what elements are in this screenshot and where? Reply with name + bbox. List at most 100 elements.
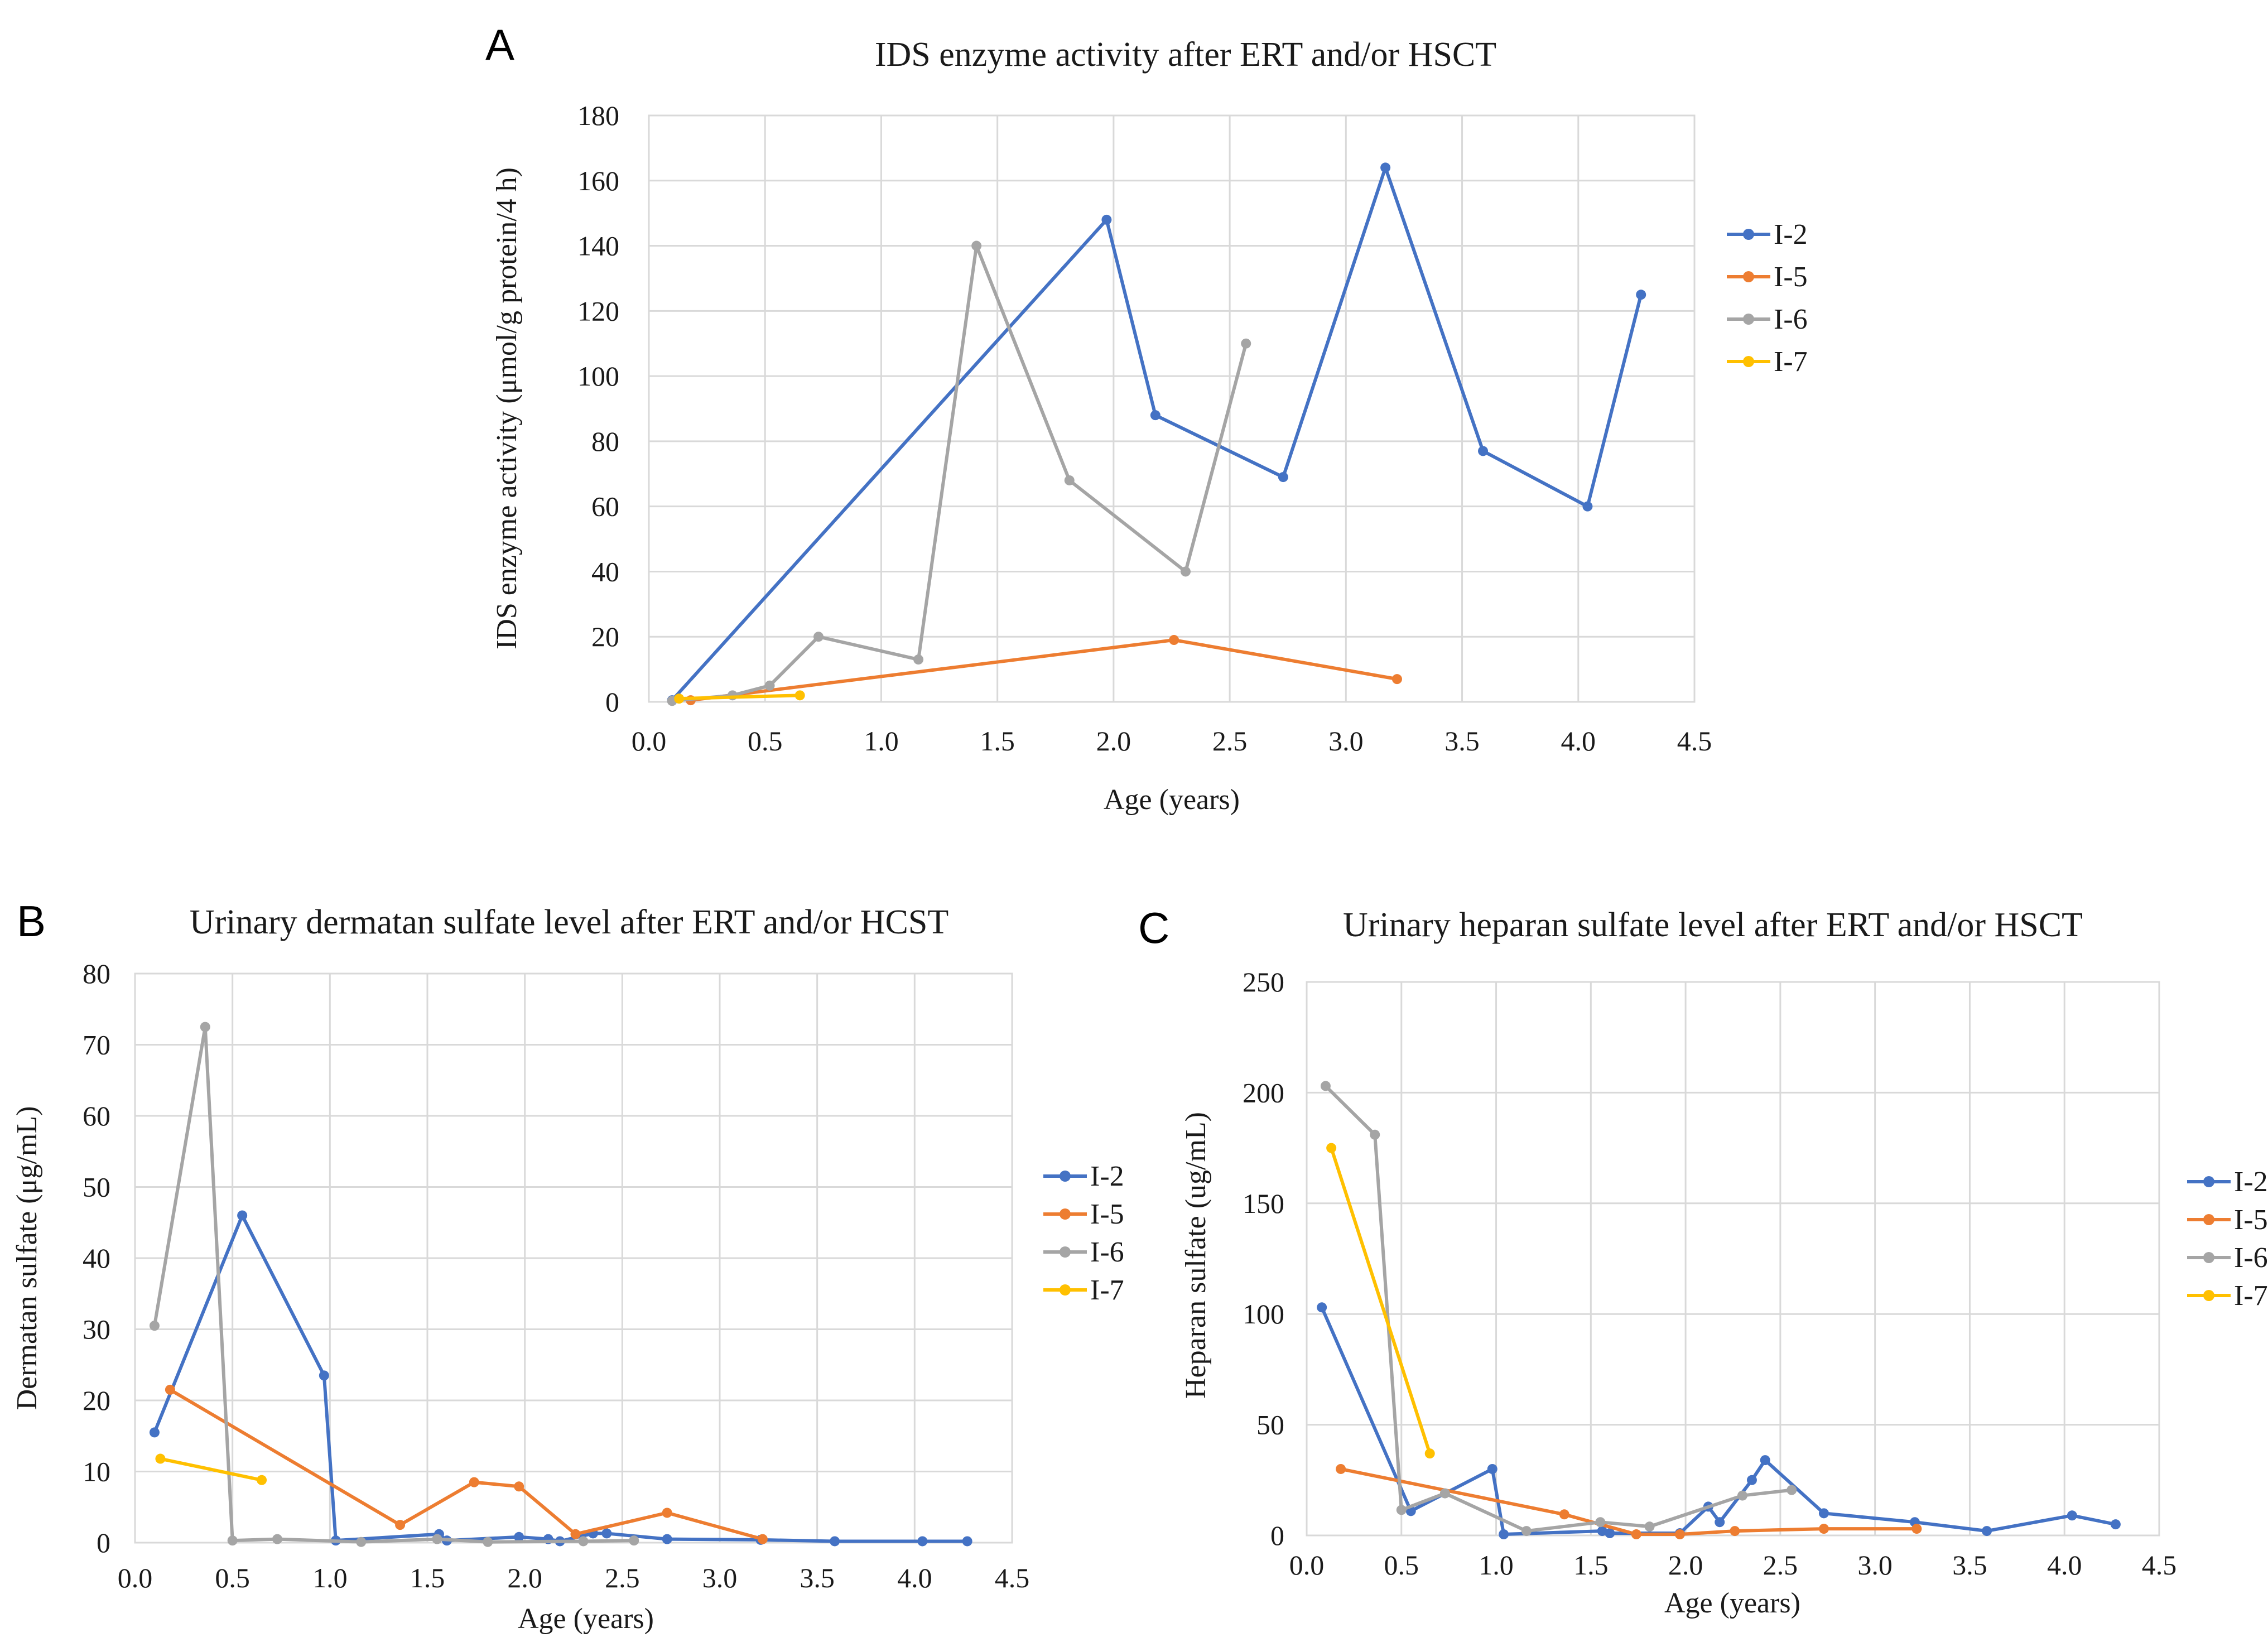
data-point: [1439, 1488, 1450, 1499]
series-i-6: [1320, 1081, 1797, 1537]
series-line: [1330, 1147, 1432, 1455]
data-point: [319, 1370, 329, 1381]
data-point: [830, 1536, 840, 1547]
series-i-6: [149, 1022, 639, 1547]
x-tick-label: 0.0: [1289, 1549, 1325, 1581]
legend-label: I-2: [2234, 1166, 2268, 1198]
x-tick-label: 2.0: [1096, 725, 1131, 757]
data-point: [257, 1475, 267, 1485]
data-point: [1064, 475, 1075, 485]
x-tick-label: 0.5: [748, 725, 783, 757]
y-tick-label: 40: [83, 1243, 110, 1274]
data-point: [237, 1210, 248, 1221]
legend-entry: I-7: [1727, 346, 1808, 378]
data-point: [1595, 1517, 1606, 1528]
series-line: [672, 244, 1248, 703]
data-point: [1746, 1475, 1757, 1485]
legend-swatch-marker: [2203, 1252, 2214, 1263]
x-tick-label: 1.0: [1479, 1549, 1514, 1581]
legend-entry: I-6: [1727, 304, 1808, 335]
x-axis-title: Age (years): [518, 1603, 654, 1635]
x-tick-label: 1.0: [312, 1562, 348, 1593]
data-point: [764, 680, 775, 691]
y-tick-label: 160: [577, 165, 619, 196]
legend-swatch-marker: [1060, 1246, 1071, 1258]
legend-entry: I-5: [2187, 1204, 2268, 1236]
data-point: [1370, 1129, 1380, 1140]
y-tick-label: 40: [591, 556, 619, 587]
data-point: [971, 240, 982, 251]
data-point: [149, 1321, 160, 1331]
data-point: [155, 1453, 166, 1464]
x-axis-title: Age (years): [1104, 784, 1240, 816]
legend-swatch-marker: [1060, 1284, 1071, 1296]
data-point: [1521, 1526, 1532, 1537]
y-tick-label: 150: [1243, 1188, 1284, 1219]
series-line: [152, 1025, 634, 1544]
data-point: [1631, 1529, 1641, 1540]
y-axis-title: Heparan sulfate (ug/mL): [1180, 1112, 1212, 1399]
x-tick-label: 0.5: [1384, 1549, 1419, 1581]
data-point: [1487, 1463, 1497, 1474]
series-line: [153, 1213, 967, 1543]
y-tick-label: 70: [83, 1029, 110, 1061]
data-point: [1597, 1526, 1607, 1537]
data-point: [1150, 410, 1161, 421]
data-point: [2067, 1510, 2077, 1521]
x-axis-title: Age (years): [1664, 1587, 1800, 1619]
data-point: [913, 654, 924, 665]
legend-label: I-5: [1090, 1198, 1124, 1230]
data-point: [1911, 1524, 1922, 1534]
data-point: [514, 1481, 524, 1492]
data-point: [674, 694, 685, 704]
x-tick-label: 2.0: [507, 1562, 542, 1593]
y-axis-title: IDS enzyme activity (μmol/g protein/4 h): [491, 167, 523, 649]
data-point: [1499, 1529, 1509, 1540]
y-tick-label: 120: [577, 295, 619, 326]
legend-label: I-7: [1774, 346, 1808, 378]
chart-title: IDS enzyme activity after ERT and/or HSC…: [875, 36, 1496, 74]
data-point: [662, 1508, 672, 1518]
data-point: [200, 1022, 210, 1032]
data-point: [570, 1529, 581, 1539]
legend-swatch-marker: [1743, 229, 1754, 240]
data-point: [601, 1528, 612, 1539]
legend-label: I-2: [1090, 1160, 1124, 1192]
data-point: [272, 1534, 283, 1544]
legend-swatch-marker: [2203, 1290, 2214, 1301]
data-point: [227, 1535, 238, 1546]
data-point: [578, 1536, 589, 1547]
series-line: [160, 1457, 262, 1482]
y-tick-label: 80: [83, 958, 110, 989]
data-point: [1760, 1455, 1770, 1466]
data-point: [1582, 501, 1593, 512]
y-tick-label: 50: [1256, 1409, 1284, 1441]
data-point: [1424, 1448, 1435, 1459]
series-i-2: [667, 162, 1646, 706]
data-point: [149, 1427, 160, 1438]
legend-swatch-marker: [2203, 1214, 2214, 1225]
legend-entry: I-2: [1727, 219, 1808, 251]
legend-swatch-marker: [1060, 1171, 1071, 1182]
panel-letter: C: [1138, 903, 1169, 952]
y-tick-label: 20: [83, 1385, 110, 1416]
y-tick-label: 80: [591, 426, 619, 457]
legend-label: I-5: [2234, 1204, 2268, 1236]
data-point: [1737, 1490, 1747, 1501]
legend-label: I-7: [2234, 1280, 2268, 1312]
panel-letter: A: [485, 20, 514, 69]
data-point: [1636, 290, 1646, 300]
series-i-2: [149, 1210, 972, 1547]
data-point: [469, 1477, 479, 1487]
data-point: [1336, 1463, 1346, 1474]
legend-swatch-marker: [1743, 356, 1754, 367]
x-tick-label: 1.5: [980, 725, 1015, 757]
data-point: [1982, 1526, 1992, 1537]
chart-title: Urinary heparan sulfate level after ERT …: [1343, 906, 2083, 944]
x-tick-label: 4.0: [897, 1562, 932, 1593]
data-point: [662, 1534, 672, 1544]
data-point: [1787, 1485, 1797, 1495]
data-point: [629, 1535, 639, 1546]
legend-entry: I-2: [1043, 1160, 1124, 1192]
data-point: [1101, 214, 1112, 225]
